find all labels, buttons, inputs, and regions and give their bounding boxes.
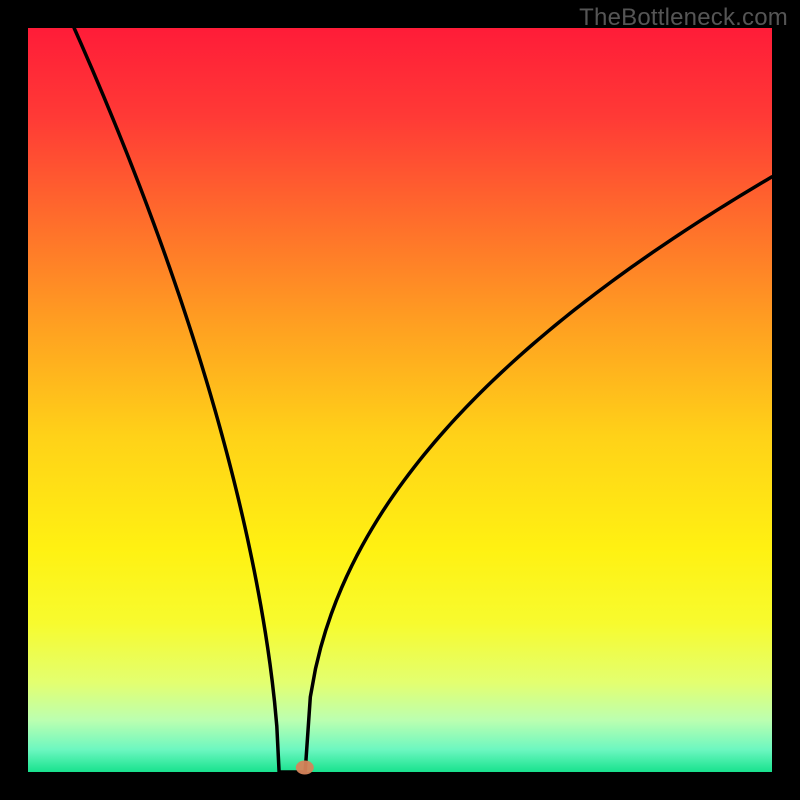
chart-container: TheBottleneck.com bbox=[0, 0, 800, 800]
watermark-text: TheBottleneck.com bbox=[579, 4, 788, 32]
minimum-marker bbox=[296, 761, 314, 775]
plot-background bbox=[28, 28, 772, 772]
bottleneck-chart bbox=[0, 0, 800, 800]
